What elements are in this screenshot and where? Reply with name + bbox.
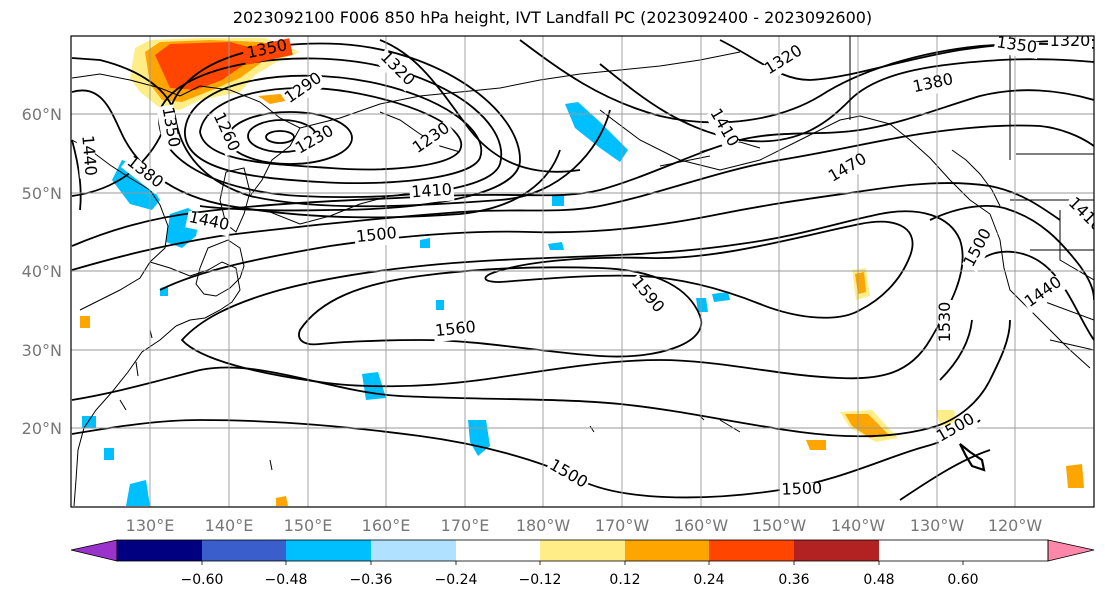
lon-label: 160°W (674, 516, 729, 535)
colorbar-tick-label: −0.36 (350, 572, 393, 588)
lon-label: 180°W (516, 516, 571, 535)
colorbar-bin (625, 540, 709, 561)
lon-label: 120°W (988, 516, 1043, 535)
colorbar-tick-label: 0.12 (609, 572, 640, 588)
lon-label: 170°E (441, 516, 490, 535)
lon-label: 130°W (910, 516, 965, 535)
colorbar-bin (794, 540, 879, 561)
contour-label: 1350 (995, 32, 1038, 56)
lon-label: 140°W (831, 516, 886, 535)
colorbar: −0.60 −0.48 −0.36 −0.24 −0.12 0.12 0.24 … (70, 539, 1095, 588)
colorbar-bin (456, 540, 540, 561)
lon-label: 150°E (284, 516, 333, 535)
contour-label: 1320 (1050, 31, 1091, 50)
lat-label-50n: 50°N (22, 184, 62, 203)
contour-label: 1530 (935, 302, 954, 343)
colorbar-bin (202, 540, 286, 561)
map-title: 2023092100 F006 850 hPa height, IVT Land… (232, 8, 873, 27)
lon-label: 130°E (126, 516, 175, 535)
colorbar-bin (540, 540, 625, 561)
colorbar-tick-label: 0.60 (947, 572, 978, 588)
colorbar-tick-label: −0.48 (265, 572, 308, 588)
coastlines (71, 36, 1094, 507)
lon-label: 140°E (205, 516, 254, 535)
lat-label-20n: 20°N (22, 419, 62, 438)
lon-label: 170°W (595, 516, 650, 535)
colorbar-tick-label: −0.60 (181, 572, 224, 588)
lat-label-60n: 60°N (22, 105, 62, 124)
colorbar-bin (371, 540, 456, 561)
colorbar-tick-label: 0.48 (863, 572, 894, 588)
contour-label: 1410 (411, 180, 453, 202)
contour-label: 1560 (434, 317, 476, 340)
lon-label: 150°W (752, 516, 807, 535)
colorbar-ticks (201, 561, 964, 565)
contour-labels: 1350 1320 1290 1260 1230 1230 1350 1380 … (76, 31, 1094, 501)
latitude-labels: 60°N 50°N 40°N 30°N 20°N (22, 105, 62, 438)
colorbar-tick-label: −0.24 (435, 572, 478, 588)
colorbar-extend-low (70, 539, 118, 562)
colorbar-bin (709, 540, 794, 561)
colorbar-frame (116, 539, 1049, 562)
graticule (71, 36, 1094, 507)
contour-label: 1500 (781, 478, 822, 498)
contour-label: 1500 (355, 223, 397, 246)
colorbar-tick-label: 0.24 (693, 572, 724, 588)
longitude-labels: 130°E 140°E 150°E 160°E 170°E 180°W 170°… (126, 516, 1043, 535)
colorbar-bin (286, 540, 371, 561)
map-border (70, 35, 1095, 508)
colorbar-tick-label: 0.36 (778, 572, 809, 588)
colorbar-extend-high (1047, 539, 1095, 562)
colorbar-bin (117, 540, 202, 561)
colorbar-tick-label: −0.12 (519, 572, 562, 588)
height-contours (71, 39, 1094, 501)
contour-label: 1440 (78, 134, 100, 176)
lat-label-30n: 30°N (22, 341, 62, 360)
lon-label: 160°E (362, 516, 411, 535)
lat-label-40n: 40°N (22, 262, 62, 281)
